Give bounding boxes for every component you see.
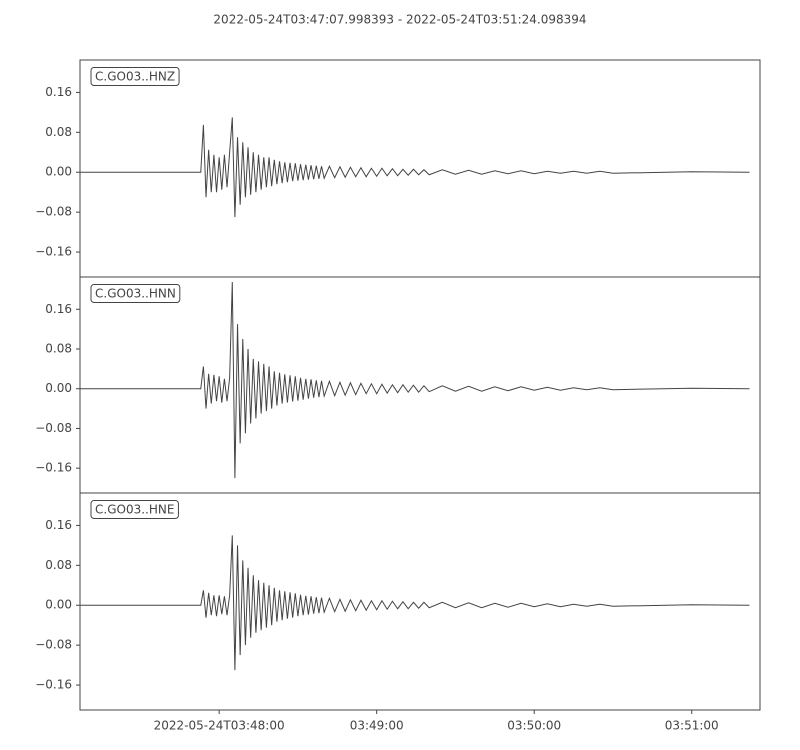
panel-frame — [79, 59, 761, 278]
trace-label-text: C.GO03..HNE — [95, 503, 174, 517]
y-tick-label: 0.00 — [45, 598, 72, 612]
trace — [80, 535, 750, 671]
y-tick-label: −0.16 — [35, 461, 72, 475]
trace-label: C.GO03..HNZ — [90, 67, 180, 86]
trace-label-box — [90, 284, 181, 303]
trace-label-text: C.GO03..HNN — [95, 287, 176, 301]
x-tick-label: 2022-05-24T03:48:00 — [154, 719, 285, 733]
y-tick-label: −0.08 — [35, 638, 72, 652]
trace — [80, 117, 750, 218]
y-tick-label: −0.16 — [35, 245, 72, 259]
trace — [80, 281, 750, 479]
y-tick-label: −0.08 — [35, 205, 72, 219]
x-tick-label: 03:49:00 — [350, 719, 404, 733]
trace-label-text: C.GO03..HNZ — [95, 70, 175, 84]
y-tick-label: 0.00 — [45, 165, 72, 179]
panel-frame — [79, 276, 761, 494]
y-tick-label: 0.08 — [45, 125, 72, 139]
y-tick-label: 0.08 — [45, 342, 72, 356]
trace-label: C.GO03..HNE — [90, 500, 179, 519]
y-tick-label: 0.16 — [45, 518, 72, 532]
trace-label-box — [90, 500, 179, 519]
y-tick-label: −0.16 — [35, 678, 72, 692]
y-tick-label: 0.16 — [45, 85, 72, 99]
trace-label: C.GO03..HNN — [90, 284, 181, 303]
y-tick-label: 0.08 — [45, 558, 72, 572]
x-tick-label: 03:50:00 — [507, 719, 561, 733]
trace-label-box — [90, 67, 180, 86]
chart-title: 2022-05-24T03:47:07.998393 - 2022-05-24T… — [213, 13, 586, 27]
x-tick-label: 03:51:00 — [665, 719, 719, 733]
panel-frame — [79, 492, 761, 711]
y-tick-label: −0.08 — [35, 421, 72, 435]
y-tick-label: 0.16 — [45, 302, 72, 316]
y-tick-label: 0.00 — [45, 381, 72, 395]
